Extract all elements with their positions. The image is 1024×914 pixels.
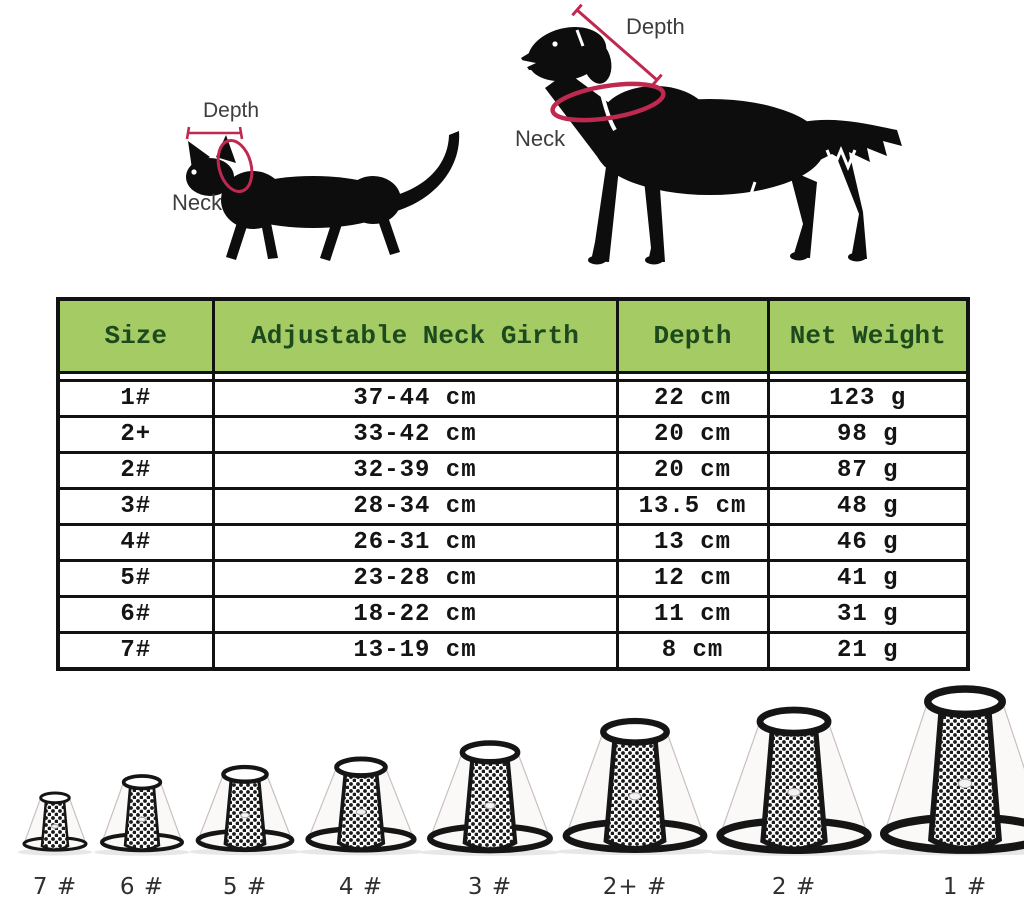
cell-weight: 21 g [766, 631, 970, 671]
table-row: 1# 37-44 cm 22 cm 123 g [56, 379, 970, 418]
cone-illustration-icon [552, 716, 718, 864]
table-row: 7# 13-19 cm 8 cm 21 g [56, 631, 970, 671]
cone-label: 5 # [222, 874, 268, 900]
dog-eye-dot [552, 41, 558, 47]
table-row: 4# 26-31 cm 13 cm 46 g [56, 523, 970, 562]
dog-silhouette-icon [521, 3, 902, 265]
cone-illustration-icon [418, 738, 562, 864]
cell-girth: 28-34 cm [211, 487, 619, 526]
cell-girth: 33-42 cm [211, 415, 619, 454]
size-table-container: Size Adjustable Neck Girth Depth Net Wei… [56, 297, 970, 671]
table-row: 2# 32-39 cm 20 cm 87 g [56, 451, 970, 490]
size-table: Size Adjustable Neck Girth Depth Net Wei… [56, 297, 970, 671]
cell-depth: 20 cm [615, 451, 770, 490]
col-header-depth: Depth [615, 297, 770, 374]
cell-girth: 13-19 cm [211, 631, 619, 671]
cell-depth: 20 cm [615, 415, 770, 454]
cat-depth-label: Depth [203, 99, 260, 122]
col-header-net-weight: Net Weight [766, 297, 970, 374]
cell-girth: 32-39 cm [211, 451, 619, 490]
cone-label: 2+ # [602, 874, 668, 900]
cone-size-lineup: 7 # 6 # 5 # 4 # 3 # 2+ # 2 # 1 # [16, 685, 1024, 900]
cell-weight: 98 g [766, 415, 970, 454]
table-row: 6# 18-22 cm 11 cm 31 g [56, 595, 970, 634]
cell-size: 2# [56, 451, 215, 490]
table-header-row: Size Adjustable Neck Girth Depth Net Wei… [56, 297, 970, 374]
cone-size-2: 2 # [705, 705, 883, 900]
cone-label: 3 # [467, 874, 513, 900]
cell-weight: 41 g [766, 559, 970, 598]
cone-illustration-icon [188, 762, 302, 864]
cell-girth: 23-28 cm [211, 559, 619, 598]
cell-depth: 12 cm [615, 559, 770, 598]
header-gap-row [56, 371, 970, 382]
cell-weight: 46 g [766, 523, 970, 562]
cell-depth: 13.5 cm [615, 487, 770, 526]
cell-size: 1# [56, 379, 215, 418]
cell-weight: 31 g [766, 595, 970, 634]
col-header-neck-girth: Adjustable Neck Girth [211, 297, 619, 374]
cell-size: 3# [56, 487, 215, 526]
cone-label: 7 # [32, 874, 78, 900]
dog-depth-measure-line [571, 3, 663, 87]
cone-illustration-icon [867, 684, 1024, 864]
cone-illustration-icon [94, 771, 190, 864]
cat-depth-measure-bracket [185, 126, 244, 140]
cell-depth: 8 cm [615, 631, 770, 671]
col-header-size: Size [56, 297, 215, 374]
cone-size-4: 4 # [297, 754, 425, 900]
cat-neck-girth-circle [216, 139, 254, 193]
cone-illustration-icon [705, 705, 883, 864]
cat-silhouette-icon [185, 126, 460, 261]
dog-depth-label: Depth [626, 14, 685, 39]
dog-measurement-figure [505, 2, 905, 272]
cell-size: 7# [56, 631, 215, 671]
cell-size: 2+ [56, 415, 215, 454]
cell-weight: 48 g [766, 487, 970, 526]
cell-weight: 87 g [766, 451, 970, 490]
cone-size-3: 3 # [418, 738, 562, 900]
cone-size-7: 7 # [16, 788, 94, 900]
cone-illustration-icon [16, 788, 94, 864]
cone-size-5: 5 # [188, 762, 302, 900]
cell-depth: 22 cm [615, 379, 770, 418]
cell-weight: 123 g [766, 379, 970, 418]
cone-size-1: 1 # [867, 684, 1024, 900]
dog-neck-label: Neck [515, 126, 566, 151]
cell-size: 5# [56, 559, 215, 598]
cone-size-6: 6 # [94, 771, 190, 900]
cell-size: 4# [56, 523, 215, 562]
table-row: 3# 28-34 cm 13.5 cm 48 g [56, 487, 970, 526]
cat-eye-dot [191, 169, 197, 175]
dog-neck-girth-circle [550, 81, 666, 123]
cell-depth: 13 cm [615, 523, 770, 562]
table-row: 2+ 33-42 cm 20 cm 98 g [56, 415, 970, 454]
cone-label: 2 # [771, 874, 817, 900]
cat-measurement-figure [178, 105, 473, 270]
cone-illustration-icon [297, 754, 425, 864]
cat-neck-label: Neck [172, 190, 223, 215]
cone-label: 4 # [338, 874, 384, 900]
cone-size-2plus: 2+ # [552, 716, 718, 900]
cone-label: 1 # [942, 874, 988, 900]
cell-girth: 37-44 cm [211, 379, 619, 418]
cone-label: 6 # [119, 874, 165, 900]
table-row: 5# 23-28 cm 12 cm 41 g [56, 559, 970, 598]
cell-depth: 11 cm [615, 595, 770, 634]
cell-girth: 18-22 cm [211, 595, 619, 634]
cell-girth: 26-31 cm [211, 523, 619, 562]
cell-size: 6# [56, 595, 215, 634]
